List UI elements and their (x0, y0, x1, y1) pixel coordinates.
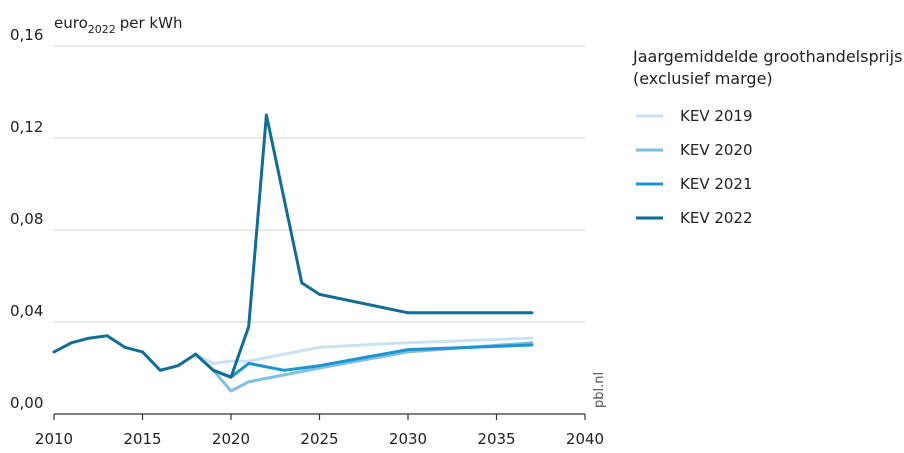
x-tick-label: 2040 (566, 430, 604, 448)
y-tick-label: 0,00 (10, 394, 43, 412)
legend-item-label: KEV 2022 (680, 209, 753, 227)
legend-title-line: (exclusief marge) (633, 69, 773, 88)
y-tick-label: 0,16 (10, 26, 43, 44)
legend-item-label: KEV 2019 (680, 107, 753, 125)
y-tick-label: 0,04 (10, 302, 43, 320)
series-line-kev-2022 (52, 113, 534, 379)
source-credit: pbl.nl (592, 372, 607, 408)
y-tick-label: 0,08 (10, 210, 43, 228)
y-unit-subscript: 2022 (88, 23, 116, 36)
x-tick-labels: 2010 2015 2020 2025 2030 2035 2040 (35, 430, 604, 448)
legend-item-label: KEV 2021 (680, 175, 753, 193)
x-tick-label: 2030 (389, 430, 427, 448)
y-unit-main: euro (54, 14, 88, 32)
legend-title-line: Jaargemiddelde groothandelsprijs (632, 47, 902, 66)
x-tick-label: 2020 (212, 430, 250, 448)
y-axis-unit-label: euro2022 per kWh (54, 14, 182, 36)
x-tick-label: 2010 (35, 430, 73, 448)
y-tick-labels: 0,00 0,04 0,08 0,12 0,16 (10, 26, 43, 412)
x-tick-label: 2015 (123, 430, 161, 448)
x-tick-label: 2035 (477, 430, 515, 448)
series-line-kev-2019 (194, 336, 534, 365)
series-lines (52, 113, 534, 393)
legend-title: Jaargemiddelde groothandelsprijs (exclusi… (632, 47, 902, 88)
x-tick-label: 2025 (300, 430, 338, 448)
y-unit-suffix: per kWh (120, 14, 183, 32)
legend: Jaargemiddelde groothandelsprijs (exclusi… (632, 47, 902, 227)
y-tick-label: 0,12 (10, 118, 43, 136)
legend-item-label: KEV 2020 (680, 141, 753, 159)
grid-lines (53, 45, 586, 420)
